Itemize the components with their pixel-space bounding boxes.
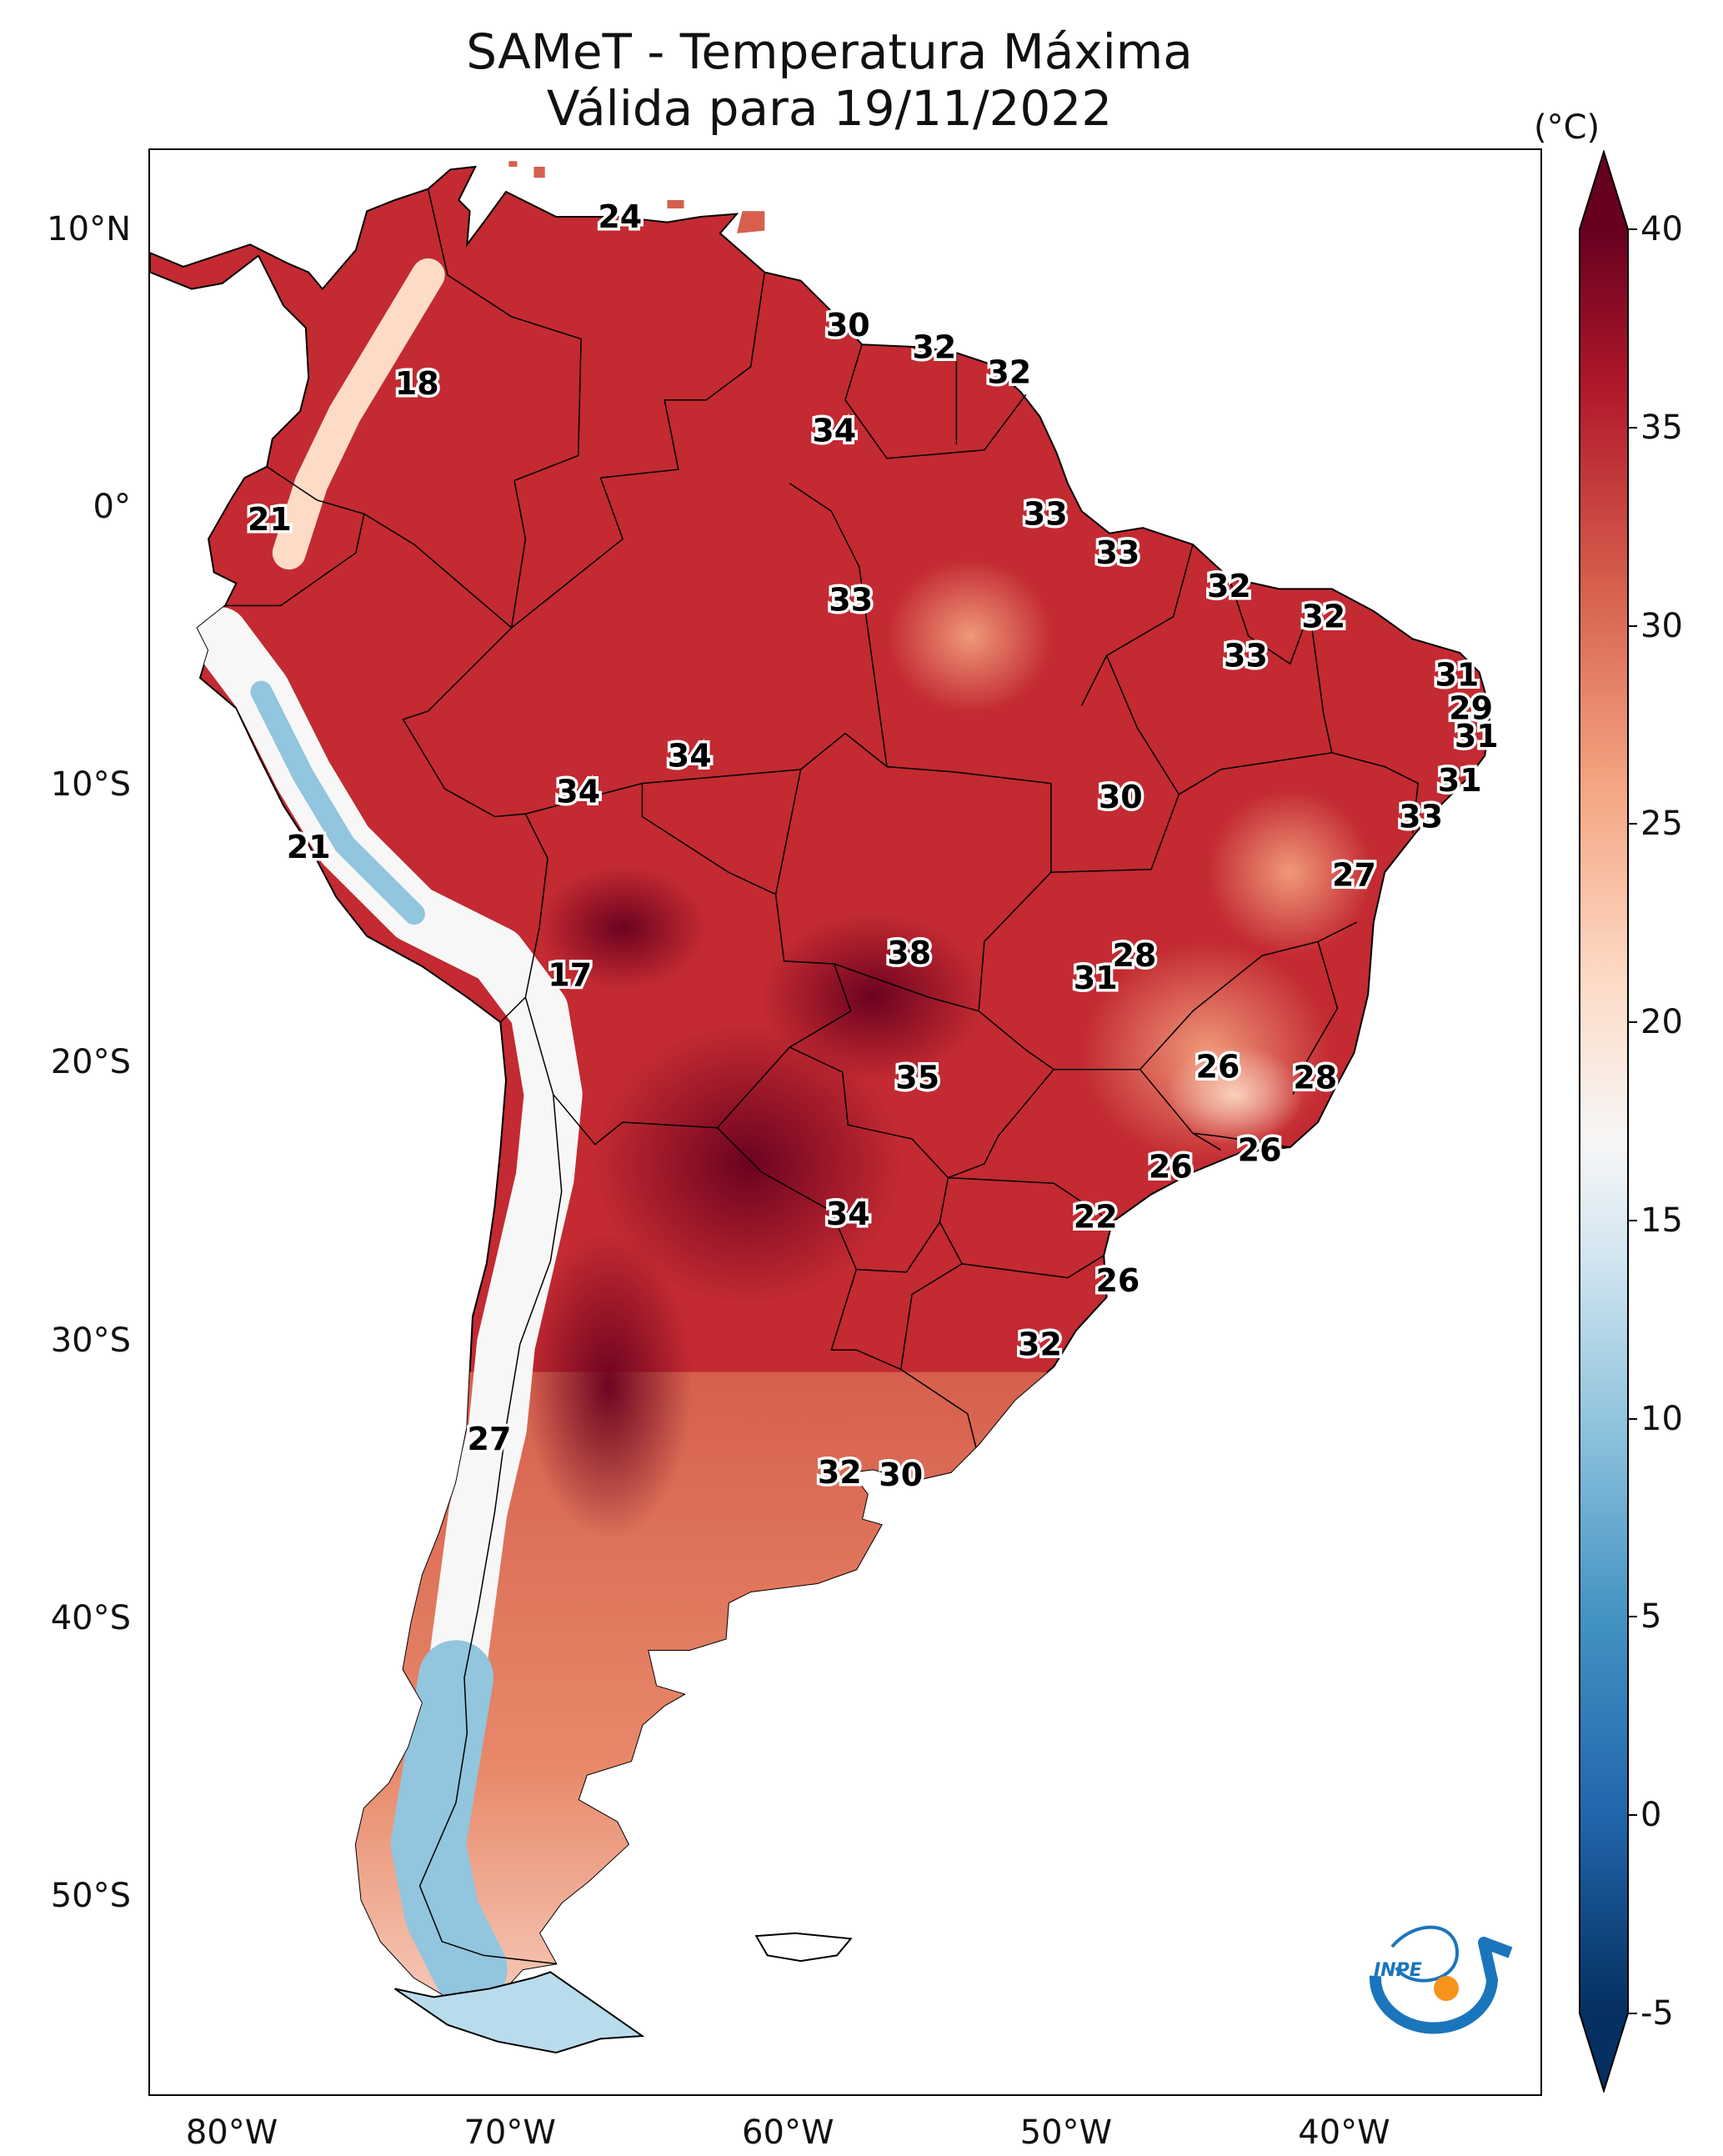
hot-core-pantanal bbox=[761, 914, 984, 1081]
latitude-tick-label: 0° bbox=[93, 488, 131, 527]
temperature-label: 33 bbox=[1024, 495, 1068, 532]
temperature-label: 34 bbox=[668, 737, 712, 774]
temperature-label: 32 bbox=[1207, 568, 1251, 604]
temperature-label: 32 bbox=[818, 1454, 862, 1491]
falkland-islands bbox=[754, 1932, 853, 1963]
colorbar-tick-mark bbox=[1627, 1417, 1637, 1420]
patagonian-andes-cold-band bbox=[390, 1640, 508, 2006]
temperature-label: 31 bbox=[1438, 762, 1482, 799]
temperature-label: 30 bbox=[879, 1457, 923, 1493]
temperature-label: 21 bbox=[287, 829, 331, 865]
colorbar-tick-label: 35 bbox=[1640, 408, 1683, 447]
temperature-label: 32 bbox=[1301, 599, 1345, 635]
inpe-logo: INPE bbox=[1369, 1925, 1513, 2034]
cooler-bahia bbox=[1206, 789, 1374, 956]
colorbar-tick-label: 20 bbox=[1640, 1003, 1683, 1042]
cool-minas bbox=[1165, 1044, 1305, 1145]
longitude-tick-label: 80°W bbox=[185, 2113, 278, 2152]
colorbar-tick-mark bbox=[1627, 2012, 1637, 2014]
longitude-tick-label: 50°W bbox=[1019, 2113, 1113, 2152]
tierra-del-fuego bbox=[394, 1971, 645, 2054]
temperature-label: 33 bbox=[1399, 799, 1443, 835]
temperature-label: 29 bbox=[1449, 690, 1493, 727]
colorbar-unit: (°C) bbox=[1534, 108, 1600, 147]
logo-arc bbox=[1369, 1937, 1513, 2034]
temperature-label: 28 bbox=[1293, 1060, 1337, 1096]
latitude-tick-label: 50°S bbox=[50, 1876, 131, 1915]
temperature-label: 26 bbox=[1196, 1048, 1240, 1085]
temperature-label: 18 bbox=[395, 365, 439, 402]
temperature-label: 31 bbox=[1074, 960, 1118, 996]
colorbar-tick-label: 25 bbox=[1640, 805, 1683, 844]
longitude-tick-label: 40°W bbox=[1298, 2113, 1390, 2152]
latitude-tick-label: 30°S bbox=[50, 1321, 131, 1360]
temperature-label: 35 bbox=[895, 1060, 939, 1096]
temperature-label: 34 bbox=[826, 1196, 870, 1232]
temperature-label: 31 bbox=[1435, 657, 1479, 694]
temperature-label: 26 bbox=[1095, 1262, 1139, 1299]
temperature-label: 21 bbox=[248, 501, 292, 538]
temperature-label: 33 bbox=[1095, 534, 1139, 571]
colorbar bbox=[1579, 150, 1629, 2093]
colombian-andes-cold-band bbox=[272, 258, 445, 570]
temperature-label: 31 bbox=[1455, 718, 1499, 755]
hot-core-argentina bbox=[525, 1233, 693, 1539]
colorbar-tick-label: 10 bbox=[1640, 1399, 1683, 1438]
latitude-tick-label: 10°S bbox=[50, 765, 131, 805]
colorbar-gradient bbox=[1579, 150, 1629, 2093]
colorbar-tick-label: 0 bbox=[1640, 1796, 1662, 1835]
colorbar-tick-mark bbox=[1627, 1021, 1637, 1024]
colorbar-tick-label: 30 bbox=[1640, 606, 1683, 645]
colorbar-tick-mark bbox=[1627, 1814, 1637, 1817]
temperature-label: 33 bbox=[829, 582, 873, 619]
map-panel: 24 18 30 32 32 34 21 33 33 33 32 32 33 31 29 31 31 33 34 34… bbox=[148, 148, 1542, 2096]
colorbar-tick-mark bbox=[1627, 426, 1637, 429]
colorbar-tick-label: 15 bbox=[1640, 1201, 1683, 1240]
andes-cold-core bbox=[250, 680, 425, 925]
temperature-label: 24 bbox=[598, 198, 642, 235]
temperature-label: 32 bbox=[987, 354, 1031, 391]
map-title: SAMeT - Temperatura Máxima bbox=[466, 23, 1193, 80]
temperature-label: 27 bbox=[468, 1421, 512, 1457]
colorbar-tick-mark bbox=[1627, 228, 1637, 231]
longitude-tick-label: 70°W bbox=[463, 2113, 556, 2152]
logo-orbit bbox=[1390, 1925, 1460, 1983]
temperature-label: 27 bbox=[1332, 857, 1376, 894]
latitude-tick-label: 40°S bbox=[50, 1598, 131, 1637]
temperature-label: 22 bbox=[1074, 1198, 1118, 1235]
temperature-label: 17 bbox=[548, 956, 592, 993]
colorbar-tick-mark bbox=[1627, 823, 1637, 825]
temperature-label: 28 bbox=[1112, 937, 1156, 974]
temperature-label: 32 bbox=[912, 329, 956, 366]
latitude-tick-label: 10°N bbox=[47, 209, 131, 248]
temperature-label: 32 bbox=[1018, 1326, 1062, 1363]
colorbar-tick-label: 40 bbox=[1640, 210, 1683, 249]
temperature-label: 34 bbox=[556, 774, 600, 810]
caribbean-islands bbox=[508, 161, 765, 233]
hot-core-bolivia bbox=[539, 866, 707, 990]
colorbar-tick-mark bbox=[1627, 1219, 1637, 1221]
cooler-para bbox=[887, 558, 1054, 714]
longitude-tick-label: 60°W bbox=[742, 2113, 834, 2152]
colorbar-tick-mark bbox=[1627, 1616, 1637, 1618]
temperature-label: 33 bbox=[1224, 637, 1268, 674]
colorbar-tick-mark bbox=[1627, 624, 1637, 627]
country-state-borders bbox=[225, 188, 1420, 1965]
logo-sun-dot bbox=[1434, 1976, 1459, 2001]
hot-core-chaco bbox=[594, 1025, 901, 1303]
temperature-label: 38 bbox=[887, 935, 931, 971]
latitude-tick-label: 20°S bbox=[50, 1043, 131, 1082]
map-subtitle: Válida para 19/11/2022 bbox=[546, 80, 1113, 137]
colorbar-tick-label: 5 bbox=[1640, 1597, 1662, 1637]
logo-text: INPE bbox=[1374, 1960, 1422, 1981]
temperature-label: 34 bbox=[812, 413, 856, 449]
colorbar-tick-label: -5 bbox=[1640, 1993, 1674, 2033]
land-area bbox=[150, 161, 1492, 2054]
temperature-label: 30 bbox=[826, 307, 870, 343]
temperature-label: 26 bbox=[1149, 1148, 1193, 1185]
temperature-label: 30 bbox=[1099, 779, 1143, 815]
temperature-label: 26 bbox=[1238, 1131, 1282, 1168]
